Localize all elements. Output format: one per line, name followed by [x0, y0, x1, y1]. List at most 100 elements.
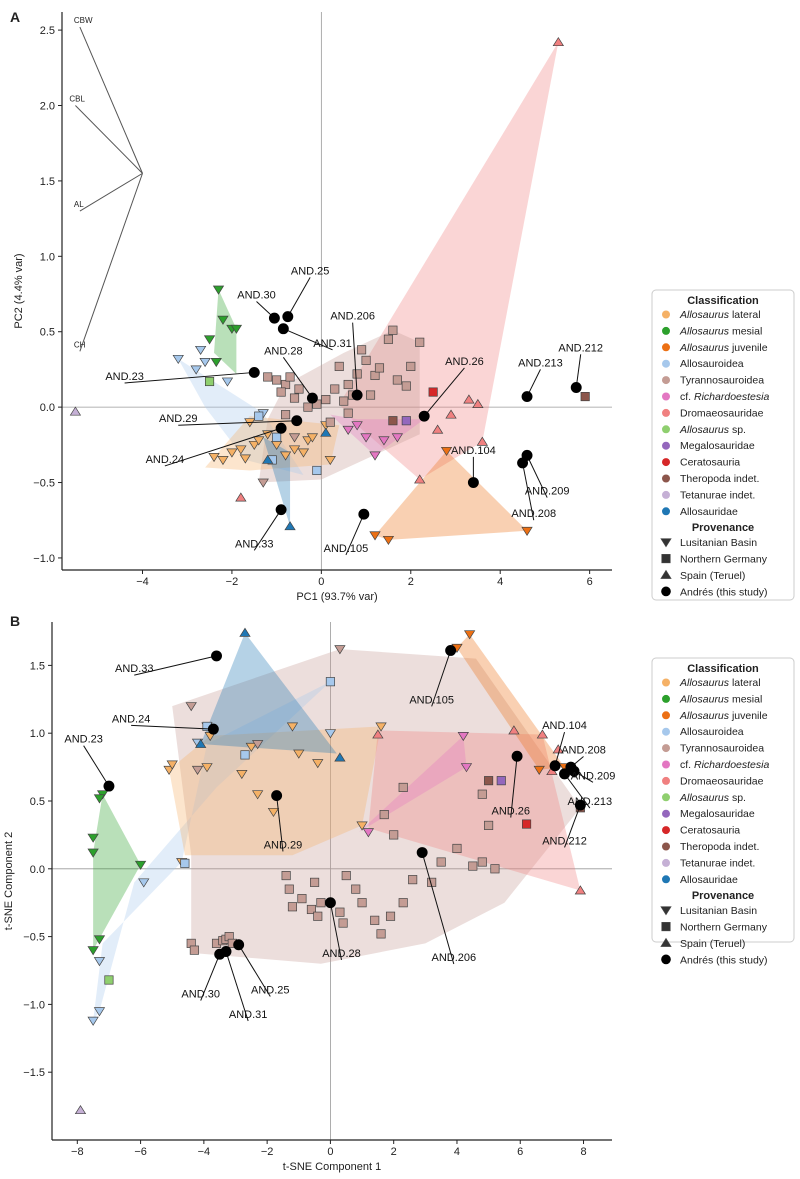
legend-provenance-title: Provenance	[692, 890, 754, 902]
leader-line	[134, 655, 217, 676]
point-allosaurus_sp	[205, 376, 215, 387]
legend-provenance-label: Andrés (this study)	[680, 954, 768, 966]
specimen-label: AND.213	[568, 796, 613, 808]
point-allosaurus_juvenile	[521, 526, 533, 536]
legend-swatch-allosaurus_lateral	[662, 310, 670, 319]
specimen-label: AND.31	[229, 1009, 268, 1021]
point-richardoestesia	[369, 451, 381, 461]
panel-label: B	[10, 613, 20, 629]
legend-label-theropoda_indet: Theropoda indet.	[680, 841, 759, 853]
point-allosaurus_juvenile	[369, 531, 381, 541]
leader-line	[431, 650, 452, 707]
point-tyrannosauroidea	[339, 396, 349, 406]
point-tyrannosauroidea	[310, 877, 320, 887]
y-axis-label: t-SNE Component 2	[3, 832, 15, 930]
panel-b-legend: Classification Allosaurus lateral Allosaur…	[651, 657, 795, 966]
y-axis-label: PC2 (4.4% var)	[13, 253, 25, 328]
specimen-label: AND.213	[518, 357, 563, 369]
y-tick-label: 1.5	[30, 660, 45, 672]
x-tick-label: 0	[327, 1146, 333, 1158]
specimen-label: AND.24	[112, 713, 151, 725]
point-tyrannosauroidea	[316, 898, 326, 908]
specimen-point	[570, 382, 582, 393]
legend-label-allosauridae: Allosauridae	[680, 874, 738, 886]
x-tick-label: 6	[517, 1146, 523, 1158]
point-dromaeosauridae	[472, 398, 484, 408]
legend-swatch-allosaurus_juvenile	[662, 711, 670, 720]
legend-marker-square	[661, 554, 671, 564]
specimen-label: AND.23	[105, 371, 144, 383]
legend-label-allosauroidea: Allosauroidea	[680, 726, 744, 738]
x-tick-label: 2	[391, 1146, 397, 1158]
point-tyrannosauroidea	[334, 361, 344, 371]
leader-line	[352, 322, 358, 396]
point-dromaeosauridae	[445, 409, 457, 419]
legend-marker-circle	[661, 586, 671, 597]
panel-b-tsne-plot: AND.33 AND.24 AND.23 AND.29 AND.105 AND.104 AN…	[3, 613, 615, 1173]
legend-label-theropoda_indet: Theropoda indet.	[680, 473, 759, 485]
point-tyrannosauroidea	[398, 898, 408, 908]
point-allosauroidea	[324, 729, 337, 739]
point-allosaurus_juvenile	[440, 446, 453, 457]
legend-swatch-tetanurae_indet	[662, 858, 670, 867]
point-theropoda_indet	[580, 392, 590, 402]
legend-label-tyrannosauroidea: Tyrannosauroidea	[680, 375, 764, 387]
point-allosaurus_mesial	[93, 794, 106, 804]
legend-swatch-dromaeosauridae	[662, 776, 670, 785]
point-theropoda_indet	[388, 416, 398, 426]
point-tyrannosauroidea	[379, 810, 389, 820]
specimen-point	[103, 780, 115, 792]
leader-line	[564, 773, 591, 809]
point-tyrannosauroidea	[406, 361, 416, 371]
hull-allosauroidea	[93, 681, 331, 1021]
specimen-label: AND.26	[445, 356, 484, 368]
leader-line	[124, 371, 255, 384]
legend-provenance-title: Provenance	[692, 522, 754, 534]
specimen-point	[233, 939, 245, 951]
leader-line	[238, 944, 271, 997]
legend-marker-circle	[661, 954, 671, 965]
point-richardoestesia	[351, 421, 363, 431]
point-tyrannosauroidea	[330, 384, 340, 394]
point-tyrannosauroidea	[325, 417, 335, 427]
y-tick-label: 0.0	[30, 864, 45, 876]
point-tyrannosauroidea	[334, 645, 346, 655]
legend-label-ceratosauria: Ceratosauria	[680, 825, 740, 837]
leader-line	[131, 724, 214, 730]
specimen-point	[275, 504, 287, 516]
leader-line	[345, 513, 365, 556]
legend-label-ceratosauria: Ceratosauria	[680, 457, 740, 469]
point-richardoestesia	[460, 763, 473, 773]
specimen-point	[517, 457, 529, 469]
x-tick-label: −2	[261, 1146, 274, 1158]
point-allosaurus_lateral	[251, 790, 264, 800]
point-tyrannosauroidea	[306, 904, 316, 915]
specimen-label: AND.206	[330, 311, 375, 323]
point-tyrannosauroidea	[289, 393, 300, 403]
point-allosaurus_lateral	[235, 445, 247, 455]
data-points	[69, 36, 590, 546]
loading-vector-cbw	[79, 26, 143, 174]
legend-label-allosaurus_sp: Allosaurus sp.	[679, 792, 746, 804]
legend-label-dromaeosauridae: Dromaeosauridae	[680, 407, 764, 419]
legend-label-megalosauridae: Megalosauridae	[680, 808, 755, 820]
point-tyrannosauroidea	[263, 372, 273, 382]
point-tyrannosauroidea	[272, 375, 282, 385]
leader-line	[421, 852, 455, 965]
specimen-point	[324, 897, 336, 909]
legend-provenance-label: Northern Germany	[680, 554, 768, 566]
y-tick-label: 2.5	[40, 25, 55, 37]
point-allosaurus_mesial	[203, 335, 216, 345]
x-tick-label: −2	[226, 576, 239, 588]
point-allosaurus_lateral	[201, 763, 213, 773]
point-allosaurus_lateral	[324, 456, 336, 466]
specimen-annotations: AND.33 AND.24 AND.23 AND.29 AND.105 AND.104 AN…	[64, 645, 615, 1022]
point-dromaeosauridae	[508, 725, 520, 735]
specimen-point	[207, 723, 219, 735]
point-tyrannosauroidea	[281, 410, 291, 420]
leader-line	[287, 277, 311, 317]
specimen-label: AND.212	[558, 342, 603, 354]
specimen-label: AND.26	[491, 806, 530, 818]
point-allosaurus_juvenile	[463, 630, 476, 640]
